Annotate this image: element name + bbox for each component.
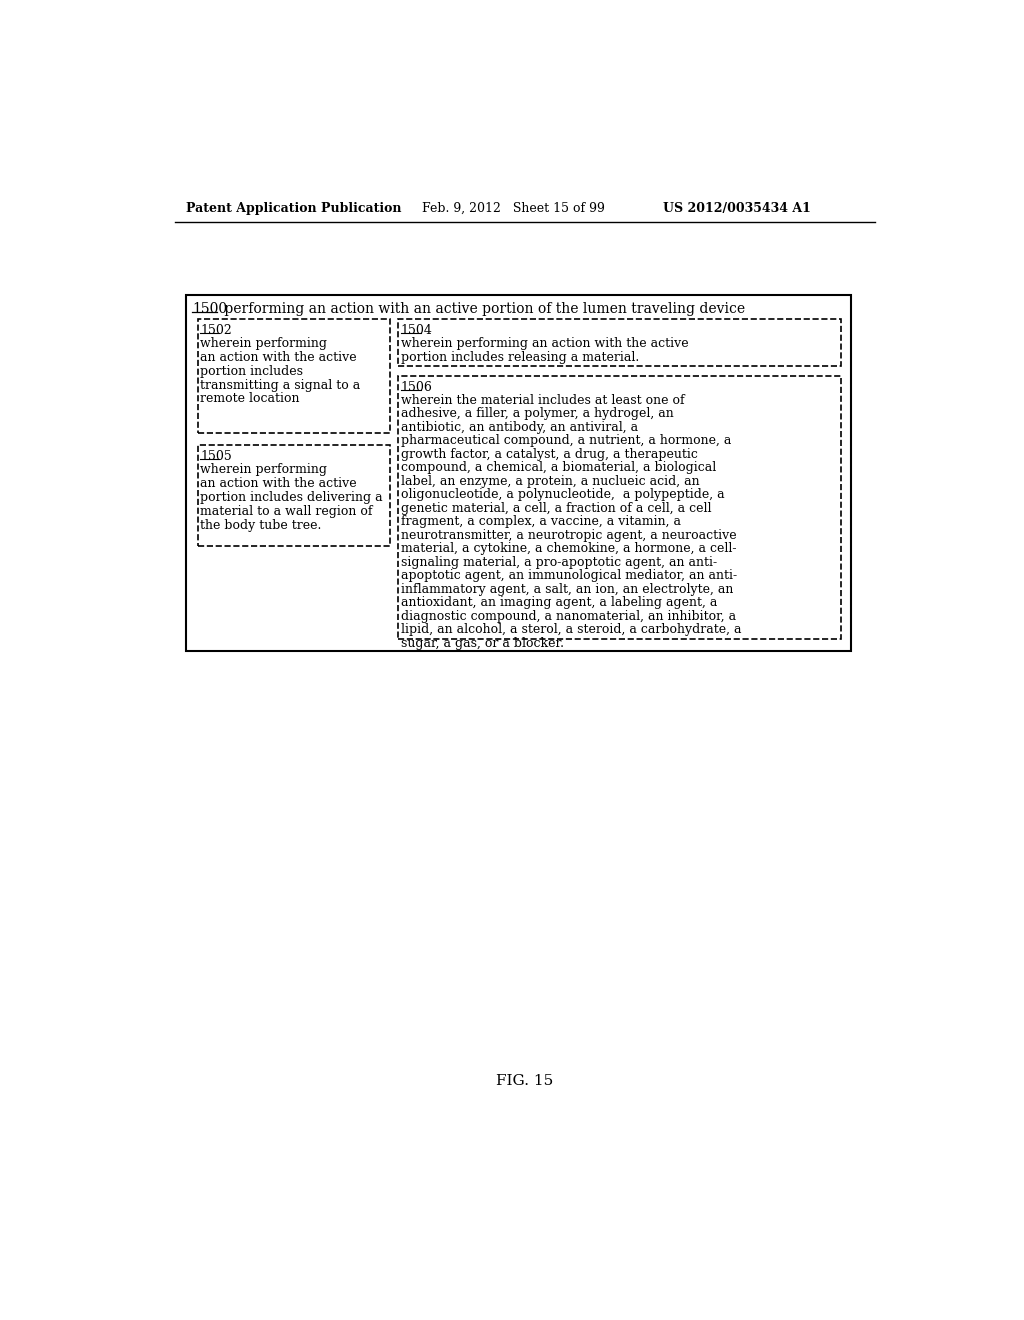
Text: 1506: 1506 [400, 381, 433, 393]
Bar [397, 376, 841, 639]
Text: portion includes: portion includes [200, 364, 303, 378]
Text: material, a cytokine, a chemokine, a hormone, a cell-: material, a cytokine, a chemokine, a hor… [400, 543, 736, 556]
Text: portion includes delivering a: portion includes delivering a [200, 491, 383, 504]
Bar [198, 445, 390, 546]
Text: antibiotic, an antibody, an antiviral, a: antibiotic, an antibody, an antiviral, a [400, 421, 638, 434]
Bar [397, 318, 841, 367]
Bar [186, 296, 851, 651]
Text: signaling material, a pro-apoptotic agent, an anti-: signaling material, a pro-apoptotic agen… [400, 556, 717, 569]
Text: transmitting a signal to a: transmitting a signal to a [200, 379, 360, 392]
Text: compound, a chemical, a biomaterial, a biological: compound, a chemical, a biomaterial, a b… [400, 462, 716, 474]
Text: an action with the active: an action with the active [200, 478, 356, 490]
Text: adhesive, a filler, a polymer, a hydrogel, an: adhesive, a filler, a polymer, a hydroge… [400, 408, 674, 421]
Text: diagnostic compound, a nanomaterial, an inhibitor, a: diagnostic compound, a nanomaterial, an … [400, 610, 736, 623]
Text: performing an action with an active portion of the lumen traveling device: performing an action with an active port… [220, 302, 745, 315]
Text: pharmaceutical compound, a nutrient, a hormone, a: pharmaceutical compound, a nutrient, a h… [400, 434, 731, 447]
Text: oligonucleotide, a polynucleotide,  a polypeptide, a: oligonucleotide, a polynucleotide, a pol… [400, 488, 724, 502]
Text: lipid, an alcohol, a sterol, a steroid, a carbohydrate, a: lipid, an alcohol, a sterol, a steroid, … [400, 623, 741, 636]
Bar [198, 318, 390, 433]
Text: an action with the active: an action with the active [200, 351, 356, 364]
Text: Patent Application Publication: Patent Application Publication [186, 202, 401, 215]
Text: portion includes releasing a material.: portion includes releasing a material. [400, 351, 639, 364]
Text: fragment, a complex, a vaccine, a vitamin, a: fragment, a complex, a vaccine, a vitami… [400, 515, 681, 528]
Text: neurotransmitter, a neurotropic agent, a neuroactive: neurotransmitter, a neurotropic agent, a… [400, 529, 736, 541]
Text: wherein the material includes at least one of: wherein the material includes at least o… [400, 395, 684, 407]
Text: the body tube tree.: the body tube tree. [200, 519, 322, 532]
Text: 1502: 1502 [200, 323, 231, 337]
Text: 1500: 1500 [193, 302, 227, 315]
Text: material to a wall region of: material to a wall region of [200, 506, 373, 517]
Text: remote location: remote location [200, 392, 300, 405]
Text: Feb. 9, 2012   Sheet 15 of 99: Feb. 9, 2012 Sheet 15 of 99 [423, 202, 605, 215]
Text: 1505: 1505 [200, 450, 231, 463]
Text: growth factor, a catalyst, a drug, a therapeutic: growth factor, a catalyst, a drug, a the… [400, 447, 697, 461]
Text: inflammatory agent, a salt, an ion, an electrolyte, an: inflammatory agent, a salt, an ion, an e… [400, 582, 733, 595]
Text: apoptotic agent, an immunological mediator, an anti-: apoptotic agent, an immunological mediat… [400, 569, 737, 582]
Text: wherein performing: wherein performing [200, 463, 327, 477]
Text: genetic material, a cell, a fraction of a cell, a cell: genetic material, a cell, a fraction of … [400, 502, 712, 515]
Text: antioxidant, an imaging agent, a labeling agent, a: antioxidant, an imaging agent, a labelin… [400, 597, 717, 609]
Text: wherein performing an action with the active: wherein performing an action with the ac… [400, 337, 688, 350]
Text: label, an enzyme, a protein, a nuclueic acid, an: label, an enzyme, a protein, a nuclueic … [400, 475, 699, 488]
Text: US 2012/0035434 A1: US 2012/0035434 A1 [663, 202, 811, 215]
Text: wherein performing: wherein performing [200, 337, 327, 350]
Text: 1504: 1504 [400, 323, 433, 337]
Text: FIG. 15: FIG. 15 [497, 1074, 553, 1088]
Text: sugar, a gas, or a blocker.: sugar, a gas, or a blocker. [400, 636, 564, 649]
